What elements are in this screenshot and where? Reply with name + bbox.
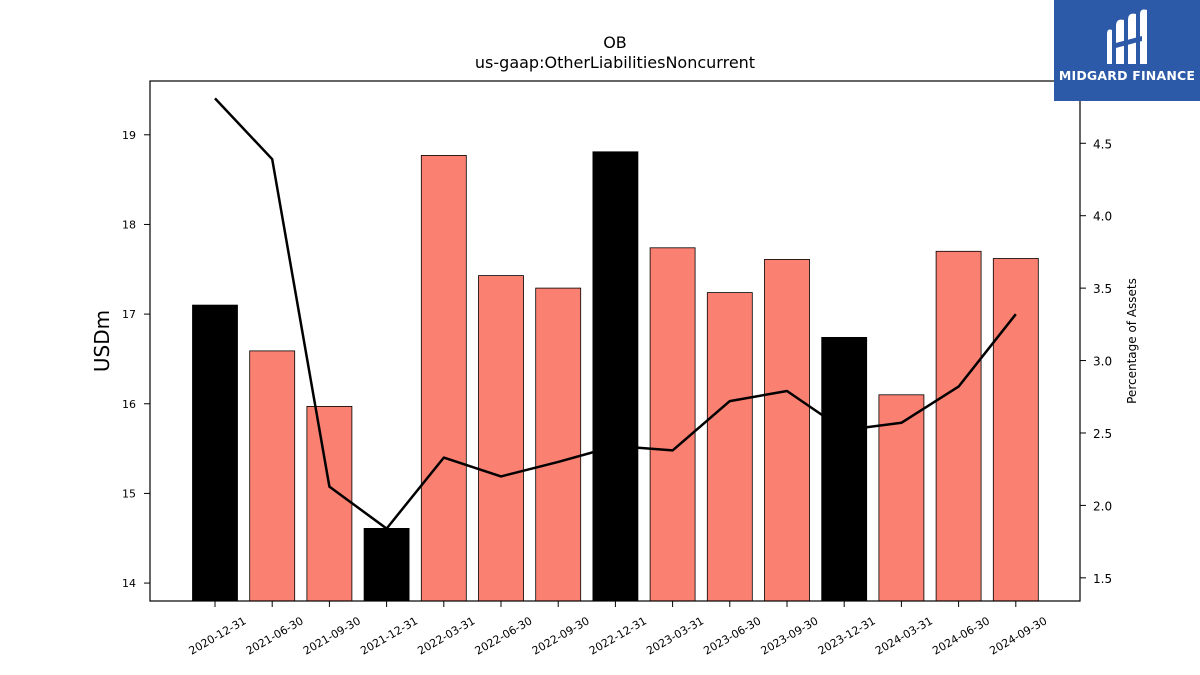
- x-tick-label-2024-09-30: 2024-09-30: [987, 614, 1049, 657]
- x-tick-label-2023-09-30: 2023-09-30: [759, 614, 821, 657]
- x-tick-label-2023-03-31: 2023-03-31: [644, 614, 706, 657]
- y-right-tick-label-2.5: 2.5: [1093, 427, 1112, 441]
- y-right-tick-label-4.5: 4.5: [1093, 137, 1112, 151]
- bar-2024-09-30: [992, 258, 1039, 602]
- bar-2023-09-30: [764, 258, 810, 602]
- bar-2020-12-31: [192, 304, 238, 602]
- x-tick-label-2021-09-30: 2021-09-30: [301, 614, 363, 657]
- x-tick-label-2021-12-31: 2021-12-31: [358, 614, 420, 657]
- y-tick-label-14: 14: [122, 577, 136, 590]
- bar-2022-03-31: [420, 154, 467, 602]
- chart-subtitle: us-gaap:OtherLiabilitiesNoncurrent: [475, 53, 755, 72]
- bar-2022-12-31: [592, 151, 639, 602]
- x-tick-label-2022-03-31: 2022-03-31: [415, 614, 477, 657]
- bar-2023-06-30: [706, 292, 753, 602]
- x-axis: 2020-12-312021-06-302021-09-302021-12-31…: [187, 601, 1049, 658]
- y-right-tick-label-3.5: 3.5: [1093, 282, 1112, 296]
- x-tick-label-2020-12-31: 2020-12-31: [187, 614, 249, 657]
- y-right-tick-label-1.5: 1.5: [1093, 572, 1112, 586]
- right-axis: 1.5 2.0 2.5 3.0 3.5 4.0 4.5: [1080, 137, 1112, 586]
- y-tick-label-18: 18: [122, 218, 136, 231]
- bar-2022-06-30: [478, 275, 524, 602]
- x-tick-label-2022-12-31: 2022-12-31: [587, 614, 649, 657]
- x-tick-label-2022-09-30: 2022-09-30: [530, 614, 592, 657]
- x-tick-label-2024-03-31: 2024-03-31: [873, 614, 935, 657]
- y-tick-label-17: 17: [122, 308, 136, 321]
- y-tick-label-19: 19: [122, 129, 136, 142]
- brand-logo: MIDGARD FINANCE: [1054, 0, 1200, 101]
- bar-2023-03-31: [649, 247, 696, 602]
- bar-2021-06-30: [249, 350, 296, 602]
- bar-2021-09-30: [306, 405, 353, 602]
- logo-text: MIDGARD FINANCE: [1058, 68, 1196, 83]
- bar-2023-12-31: [821, 336, 868, 602]
- left-axis: 14 15 16 17 18 19: [122, 129, 150, 590]
- x-tick-label-2024-06-30: 2024-06-30: [930, 614, 992, 657]
- bar-2022-09-30: [535, 287, 582, 602]
- y-right-tick-label-4: 4.0: [1093, 210, 1112, 224]
- bar-2024-06-30: [935, 250, 982, 602]
- bars-layer: [192, 151, 1039, 602]
- y-axis-label: USDm: [90, 310, 114, 372]
- line-layer: [214, 97, 1017, 530]
- bar-2024-03-31: [878, 394, 925, 602]
- y-axis-label-right: Percentage of Assets: [1125, 278, 1139, 404]
- y-tick-label-16: 16: [122, 398, 136, 411]
- bar-2021-12-31: [363, 528, 410, 602]
- x-tick-label-2023-06-30: 2023-06-30: [701, 614, 763, 657]
- y-right-tick-label-2: 2.0: [1093, 499, 1112, 513]
- y-tick-label-15: 15: [122, 487, 136, 500]
- x-tick-label-2022-06-30: 2022-06-30: [473, 614, 535, 657]
- logo-mark-icon: [1107, 9, 1147, 65]
- y-right-tick-label-3: 3.0: [1093, 355, 1112, 369]
- x-tick-label-2021-06-30: 2021-06-30: [244, 614, 306, 657]
- chart-title: OB: [603, 33, 627, 52]
- x-tick-label-2023-12-31: 2023-12-31: [816, 614, 878, 657]
